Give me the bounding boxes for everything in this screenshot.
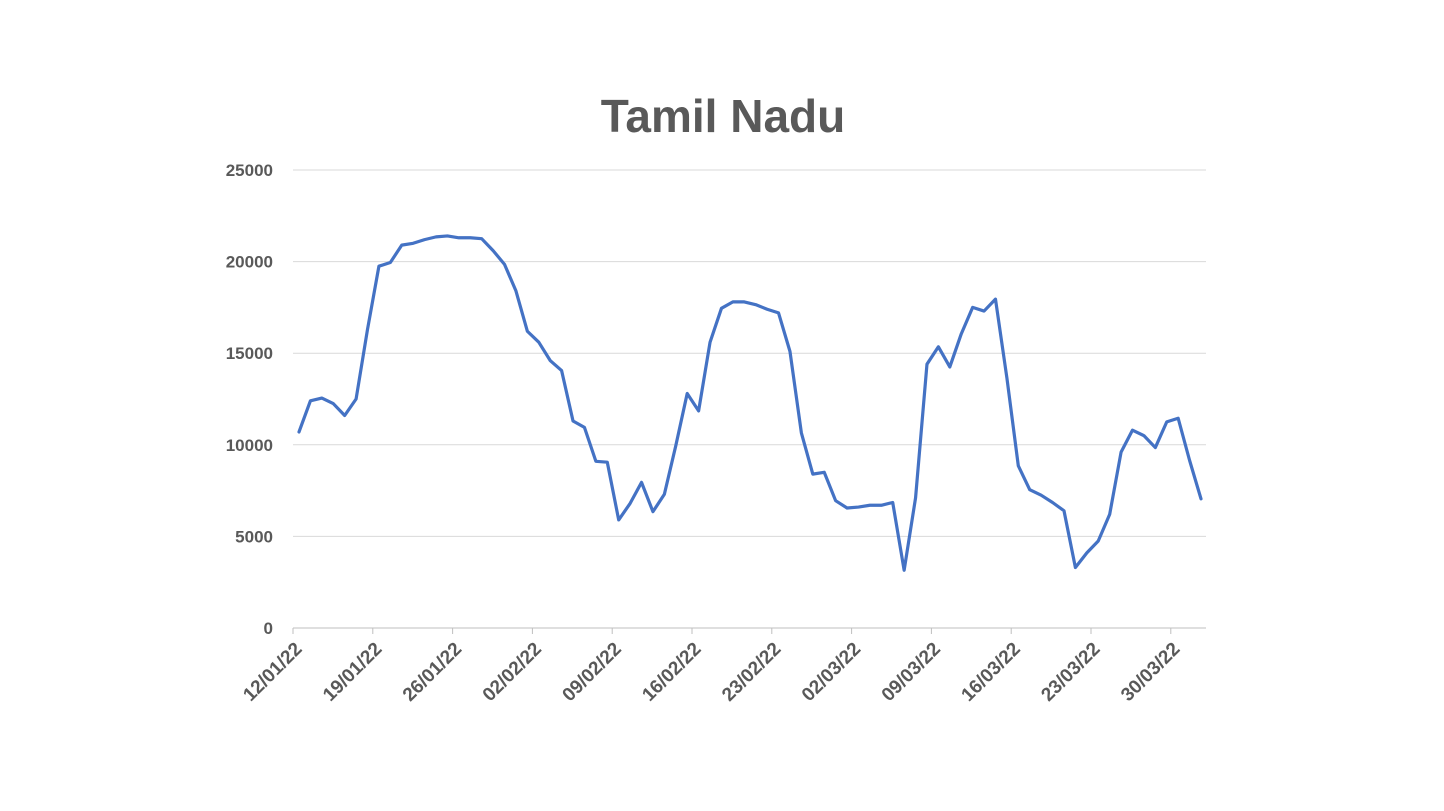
y-axis-tick-labels: 0 5000 10000 15000 20000 25000: [226, 161, 273, 638]
y-tick-label: 0: [264, 619, 273, 638]
gridlines: [293, 169, 1206, 537]
x-tick-label: 26/01/22: [399, 639, 466, 706]
series-group: [297, 234, 1203, 572]
x-tick-label: 23/03/22: [1037, 639, 1104, 706]
x-tick-label: 02/02/22: [479, 639, 546, 706]
x-tick-label: 23/02/22: [718, 639, 785, 706]
y-tick-label: 25000: [226, 161, 273, 180]
x-tick-label: 09/03/22: [878, 639, 945, 706]
x-tick-label: 02/03/22: [798, 639, 865, 706]
x-tick-label: 12/01/22: [239, 639, 306, 706]
x-axis-tick-labels: 12/01/22 19/01/22 26/01/22 02/02/22 09/02/22…: [239, 639, 1184, 706]
x-tick-label: 30/03/22: [1117, 639, 1184, 706]
x-tick-label: 16/02/22: [638, 639, 705, 706]
y-tick-label: 10000: [226, 436, 273, 455]
chart-title: Tamil Nadu: [601, 90, 846, 142]
y-tick-label: 20000: [226, 253, 273, 272]
y-tick-label: 5000: [235, 527, 273, 546]
x-tick-label: 09/02/22: [559, 639, 626, 706]
x-tick-label: 19/01/22: [319, 639, 386, 706]
x-axis: [292, 627, 1206, 634]
series-line: [297, 234, 1203, 572]
x-tick-label: 16/03/22: [958, 639, 1025, 706]
y-tick-label: 15000: [226, 344, 273, 363]
